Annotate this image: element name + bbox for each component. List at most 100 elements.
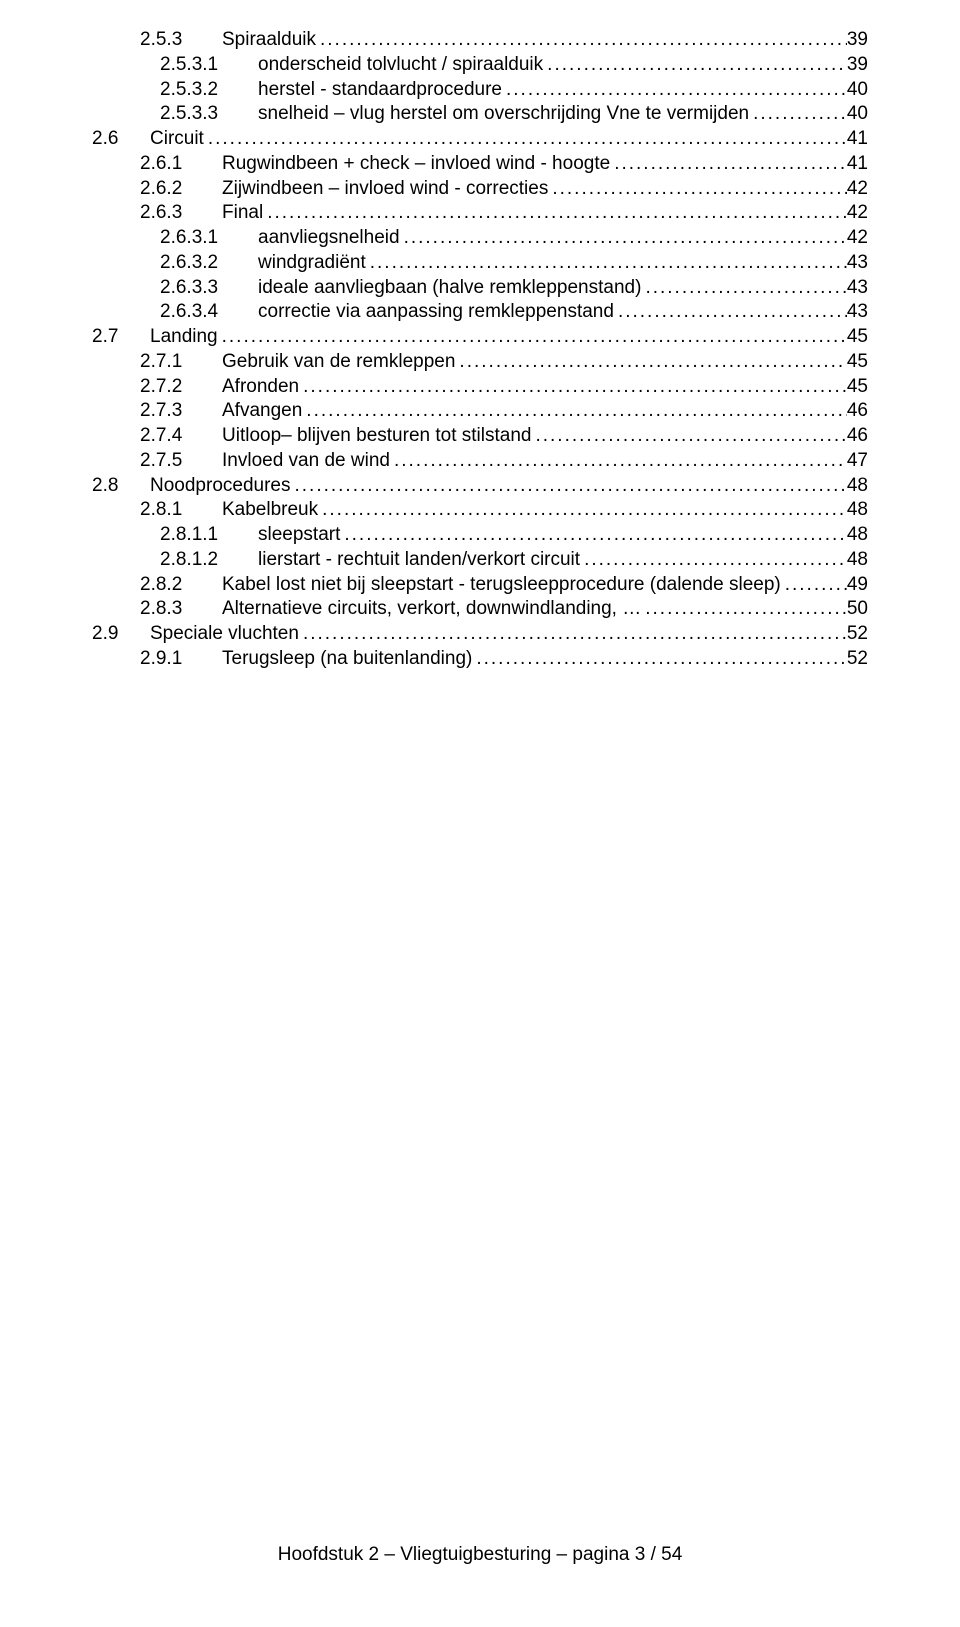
toc-entry-number: 2.7.5	[140, 449, 222, 473]
toc-entry-page: 42	[847, 226, 868, 250]
toc-entry-number: 2.5.3.1	[160, 53, 258, 77]
toc-leader-dots: ........................................…	[263, 201, 847, 225]
toc-entry-page: 48	[847, 474, 868, 498]
toc-entry-page: 42	[847, 201, 868, 225]
toc-entry-page: 43	[847, 276, 868, 300]
toc-entry-page: 41	[847, 127, 868, 151]
toc-entry-page: 48	[847, 548, 868, 572]
toc-leader-dots: ........................................…	[299, 622, 847, 646]
toc-leader-dots: ........................................…	[318, 498, 847, 522]
toc-entry: 2.7.1Gebruik van de remkleppen..........…	[92, 350, 868, 374]
toc-entry-number: 2.9	[92, 622, 150, 646]
toc-entry-page: 52	[847, 622, 868, 646]
toc-entry: 2.7.4Uitloop– blijven besturen tot stils…	[92, 424, 868, 448]
toc-entry-title: windgradiënt	[258, 251, 366, 275]
toc-entry-title: Spiraalduik	[222, 28, 316, 52]
toc-entry-number: 2.6.3.2	[160, 251, 258, 275]
toc-leader-dots: ........................................…	[400, 226, 847, 250]
toc-entry: 2.5.3.1onderscheid tolvlucht / spiraaldu…	[92, 53, 868, 77]
toc-entry-title: Kabelbreuk	[222, 498, 318, 522]
toc-entry-title: Landing	[150, 325, 218, 349]
toc-leader-dots: ........................................…	[543, 53, 847, 77]
toc-leader-dots: ........................................…	[455, 350, 846, 374]
toc-entry-number: 2.8.1.1	[160, 523, 258, 547]
toc-leader-dots: ........................................…	[531, 424, 846, 448]
toc-entry-number: 2.6.3	[140, 201, 222, 225]
toc-entry-number: 2.5.3	[140, 28, 222, 52]
toc-entry-number: 2.8.3	[140, 597, 222, 621]
toc-entry-title: Afvangen	[222, 399, 302, 423]
toc-entry-number: 2.6.1	[140, 152, 222, 176]
toc-entry-title: onderscheid tolvlucht / spiraalduik	[258, 53, 543, 77]
toc-entry-title: Invloed van de wind	[222, 449, 390, 473]
toc-entry-number: 2.8.1.2	[160, 548, 258, 572]
toc-entry-page: 39	[847, 53, 868, 77]
toc-entry: 2.8.1.1sleepstart.......................…	[92, 523, 868, 547]
toc-leader-dots: ........................................…	[290, 474, 846, 498]
toc-entry: 2.6.3Final..............................…	[92, 201, 868, 225]
toc-entry: 2.5.3.2herstel - standaardprocedure.....…	[92, 78, 868, 102]
toc-entry-title: Final	[222, 201, 263, 225]
toc-leader-dots: ........................................…	[614, 300, 847, 324]
toc-entry-title: ideale aanvliegbaan (halve remkleppensta…	[258, 276, 641, 300]
toc-entry-title: Terugsleep (na buitenlanding)	[222, 647, 472, 671]
toc-entry: 2.5.3.3snelheid – vlug herstel om oversc…	[92, 102, 868, 126]
toc-leader-dots: ........................................…	[502, 78, 847, 102]
toc-leader-dots: ........................................…	[218, 325, 847, 349]
toc-entry-page: 40	[847, 78, 868, 102]
toc-entry-title: herstel - standaardprocedure	[258, 78, 502, 102]
toc-leader-dots: ........................................…	[580, 548, 847, 572]
toc-entry-page: 52	[847, 647, 868, 671]
toc-leader-dots: ........................................…	[641, 597, 847, 621]
toc-entry-title: Circuit	[150, 127, 204, 151]
toc-entry: 2.8.2Kabel lost niet bij sleepstart - te…	[92, 573, 868, 597]
toc-entry-number: 2.6.3.1	[160, 226, 258, 250]
toc-entry-number: 2.6.3.3	[160, 276, 258, 300]
toc-entry-number: 2.7.2	[140, 375, 222, 399]
toc-entry-title: Rugwindbeen + check – invloed wind - hoo…	[222, 152, 610, 176]
toc-entry: 2.7.5Invloed van de wind................…	[92, 449, 868, 473]
toc-entry-title: Speciale vluchten	[150, 622, 299, 646]
toc-entry-page: 45	[847, 375, 868, 399]
toc-entry-number: 2.7.1	[140, 350, 222, 374]
toc-entry: 2.6Circuit..............................…	[92, 127, 868, 151]
toc-leader-dots: ........................................…	[749, 102, 847, 126]
toc-entry: 2.8.3Alternatieve circuits, verkort, dow…	[92, 597, 868, 621]
toc-entry-number: 2.6.3.4	[160, 300, 258, 324]
toc-entry: 2.8.1Kabelbreuk.........................…	[92, 498, 868, 522]
toc-entry-page: 48	[847, 498, 868, 522]
toc-entry-page: 46	[847, 399, 868, 423]
toc-entry-title: lierstart - rechtuit landen/verkort circ…	[258, 548, 580, 572]
toc-entry: 2.6.3.3ideale aanvliegbaan (halve remkle…	[92, 276, 868, 300]
toc-entry-page: 50	[847, 597, 868, 621]
table-of-contents: 2.5.3Spiraalduik........................…	[92, 28, 868, 671]
toc-leader-dots: ........................................…	[316, 28, 847, 52]
toc-leader-dots: ........................................…	[781, 573, 847, 597]
footer-text: Hoofdstuk 2 – Vliegtuigbesturing – pagin…	[278, 1544, 683, 1565]
toc-entry-number: 2.7	[92, 325, 150, 349]
toc-entry-number: 2.7.3	[140, 399, 222, 423]
toc-entry-page: 43	[847, 300, 868, 324]
toc-entry: 2.7.2Afronden...........................…	[92, 375, 868, 399]
toc-entry: 2.5.3Spiraalduik........................…	[92, 28, 868, 52]
toc-entry-number: 2.8	[92, 474, 150, 498]
toc-entry-page: 49	[847, 573, 868, 597]
toc-entry-title: snelheid – vlug herstel om overschrijdin…	[258, 102, 749, 126]
toc-entry-title: Gebruik van de remkleppen	[222, 350, 455, 374]
toc-entry-number: 2.6.2	[140, 177, 222, 201]
toc-entry-number: 2.5.3.3	[160, 102, 258, 126]
page: 2.5.3Spiraalduik........................…	[0, 0, 960, 1627]
toc-entry-title: Kabel lost niet bij sleepstart - terugsl…	[222, 573, 781, 597]
toc-entry: 2.6.2Zijwindbeen – invloed wind - correc…	[92, 177, 868, 201]
toc-entry-number: 2.9.1	[140, 647, 222, 671]
toc-entry: 2.6.3.1aanvliegsnelheid.................…	[92, 226, 868, 250]
toc-entry-title: Zijwindbeen – invloed wind - correcties	[222, 177, 548, 201]
toc-leader-dots: ........................................…	[610, 152, 847, 176]
toc-leader-dots: ........................................…	[472, 647, 847, 671]
toc-entry: 2.7.3Afvangen...........................…	[92, 399, 868, 423]
toc-leader-dots: ........................................…	[548, 177, 847, 201]
toc-entry: 2.8.1.2lierstart - rechtuit landen/verko…	[92, 548, 868, 572]
toc-entry-title: aanvliegsnelheid	[258, 226, 400, 250]
toc-entry-page: 42	[847, 177, 868, 201]
toc-entry-title: correctie via aanpassing remkleppenstand	[258, 300, 614, 324]
